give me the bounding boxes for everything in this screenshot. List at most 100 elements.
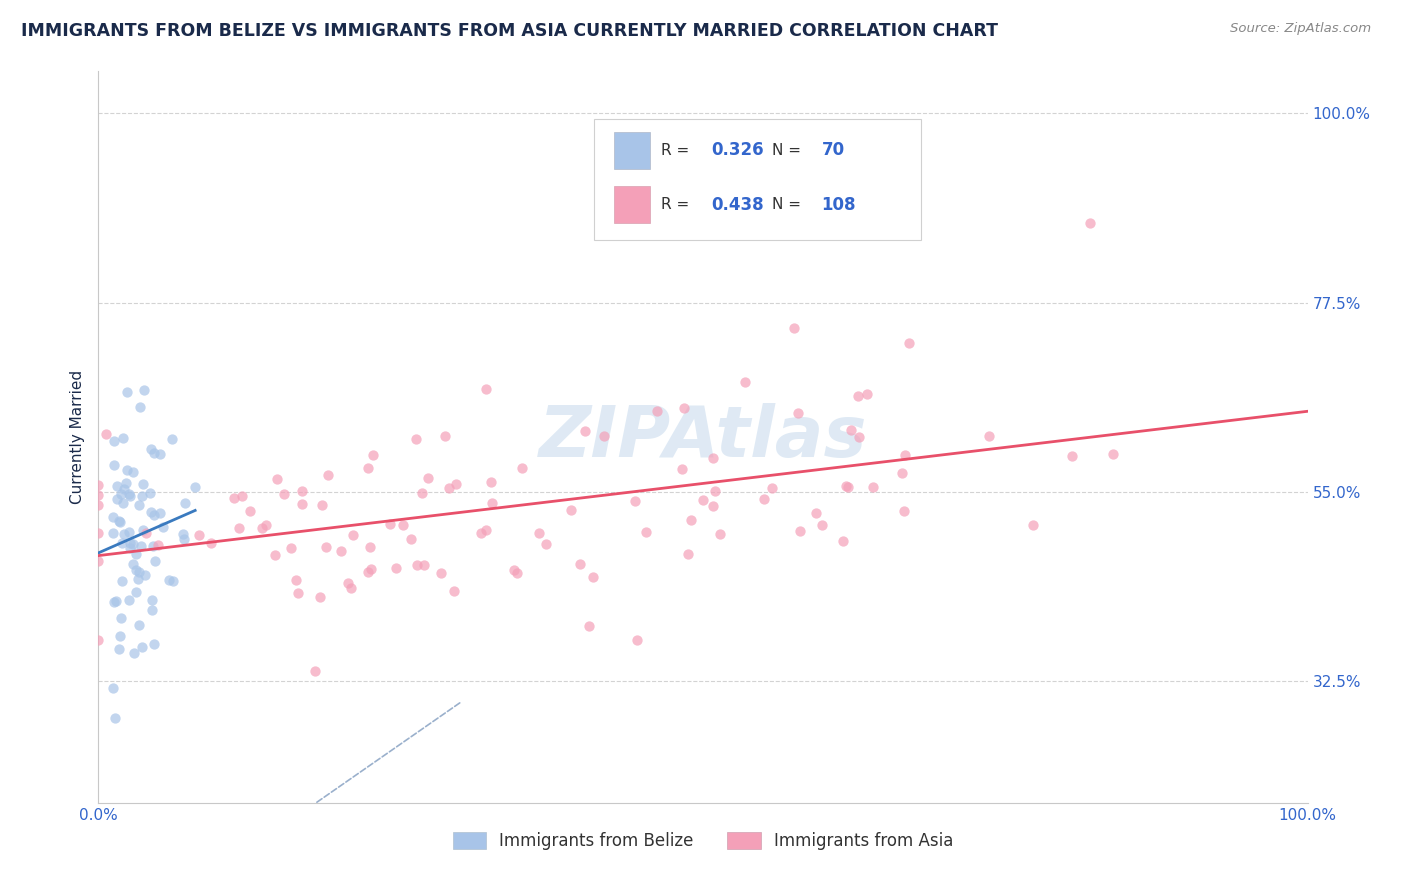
Point [841,423,863,437]
Point [112,527,135,541]
Point [141,593,163,607]
Point [752,491,775,506]
Point [187,528,209,542]
Text: ZIPAtlas: ZIPAtlas [538,402,868,472]
Point [534,537,557,551]
Point [336,576,359,591]
Point [222,491,245,506]
Point [125,547,148,561]
Point [862,480,884,494]
Point [120,535,142,549]
Text: R =: R = [661,143,693,158]
Y-axis label: Currently Married: Currently Married [70,370,86,504]
Point [125,585,148,599]
Point [103,434,125,448]
Point [143,553,166,567]
Point [787,406,810,420]
Point [173,532,195,546]
Point [479,475,502,489]
Point [676,547,699,561]
Point [339,581,361,595]
Point [285,574,308,588]
Text: 0.438: 0.438 [711,195,763,214]
Point [132,384,155,398]
Text: 70: 70 [821,141,845,160]
Point [360,562,382,576]
Point [104,594,127,608]
Point [129,539,152,553]
Point [418,471,440,485]
Point [105,491,128,506]
Point [87,478,110,492]
Point [118,541,141,555]
Point [108,516,131,530]
Point [117,384,139,399]
Point [645,404,668,418]
Point [702,499,724,513]
Point [134,568,156,582]
Point [578,619,600,633]
Text: 108: 108 [821,195,856,214]
Point [593,429,616,443]
Point [128,400,150,414]
Point [392,517,415,532]
Point [671,462,693,476]
Text: N =: N = [772,197,806,212]
Point [152,520,174,534]
Point [128,618,150,632]
Point [162,574,184,588]
Point [264,548,287,562]
Point [110,629,132,643]
Point [893,449,915,463]
Point [444,476,467,491]
Point [273,487,295,501]
Point [94,426,117,441]
Point [111,536,134,550]
Point [433,429,456,443]
Point [672,401,695,415]
Point [128,498,150,512]
Point [385,561,408,575]
Point [105,479,128,493]
Point [405,432,427,446]
Point [122,537,145,551]
Point [121,558,143,572]
Point [977,429,1000,443]
Point [148,447,170,461]
Point [157,573,180,587]
Point [87,632,110,647]
Point [254,518,277,533]
Point [626,633,648,648]
FancyBboxPatch shape [613,186,650,223]
Point [173,496,195,510]
Point [412,558,434,572]
Point [146,538,169,552]
Point [359,540,381,554]
Text: 0.326: 0.326 [711,141,763,160]
Point [280,541,302,556]
Point [142,508,165,522]
Point [118,592,141,607]
Point [783,321,806,335]
Text: IMMIGRANTS FROM BELIZE VS IMMIGRANTS FROM ASIA CURRENTLY MARRIED CORRELATION CHA: IMMIGRANTS FROM BELIZE VS IMMIGRANTS FRO… [21,22,998,40]
Point [475,523,498,537]
Point [342,527,364,541]
Text: N =: N = [772,143,806,158]
Point [568,557,591,571]
Point [162,432,184,446]
Point [704,483,727,498]
Point [502,563,524,577]
Point [131,489,153,503]
Point [131,640,153,655]
Point [315,540,337,554]
Point [132,524,155,538]
Legend: Immigrants from Belize, Immigrants from Asia: Immigrants from Belize, Immigrants from … [446,825,960,856]
Point [789,524,811,538]
Point [837,480,859,494]
Point [124,646,146,660]
Point [125,563,148,577]
Point [172,526,194,541]
Point [1021,517,1043,532]
Point [87,487,110,501]
Point [110,574,132,588]
